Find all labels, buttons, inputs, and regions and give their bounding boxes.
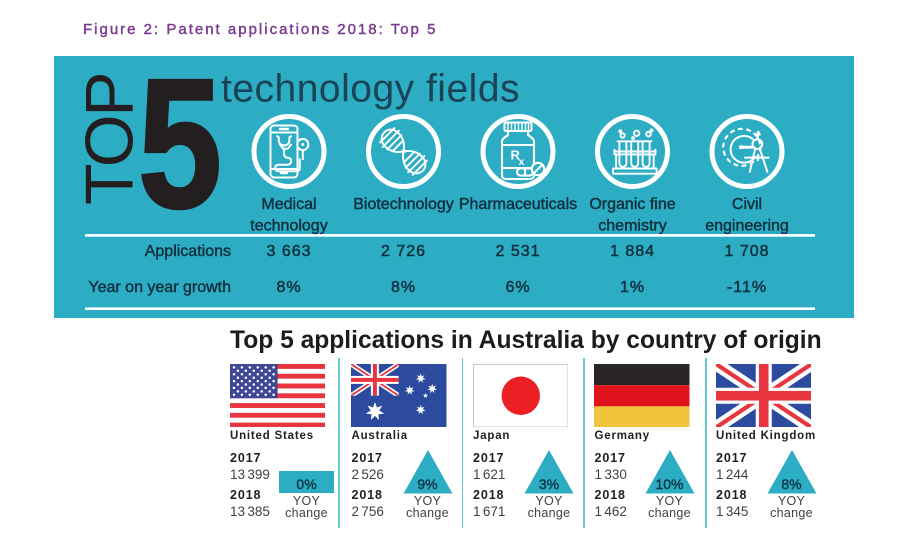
svg-text:Applications: Applications <box>145 243 231 260</box>
svg-text:-11%: -11% <box>727 279 767 296</box>
svg-text:TOP: TOP <box>72 74 148 205</box>
svg-text:x: x <box>519 156 525 168</box>
svg-text:6%: 6% <box>505 279 530 296</box>
svg-text:Year on year growth: Year on year growth <box>88 279 231 296</box>
svg-text:1 708: 1 708 <box>724 243 769 260</box>
svg-text:technology fields: technology fields <box>221 68 520 111</box>
svg-text:Pharmaceuticals: Pharmaceuticals <box>459 196 577 213</box>
svg-text:technology: technology <box>250 218 327 235</box>
svg-text:3 663: 3 663 <box>266 243 311 260</box>
svg-text:5: 5 <box>138 56 222 246</box>
svg-text:Medical: Medical <box>261 196 316 213</box>
svg-text:engineering: engineering <box>705 218 789 235</box>
svg-text:8%: 8% <box>276 279 301 296</box>
svg-text:chemistry: chemistry <box>598 218 666 235</box>
svg-text:2 531: 2 531 <box>495 243 540 260</box>
svg-text:8%: 8% <box>391 279 416 296</box>
svg-text:Biotechnology: Biotechnology <box>353 196 454 213</box>
svg-text:R: R <box>511 148 521 163</box>
svg-text:Organic fine: Organic fine <box>589 196 675 213</box>
svg-text:1 884: 1 884 <box>610 243 655 260</box>
svg-text:Civil: Civil <box>732 196 762 213</box>
svg-text:1%: 1% <box>620 279 645 296</box>
svg-text:2 726: 2 726 <box>381 243 426 260</box>
